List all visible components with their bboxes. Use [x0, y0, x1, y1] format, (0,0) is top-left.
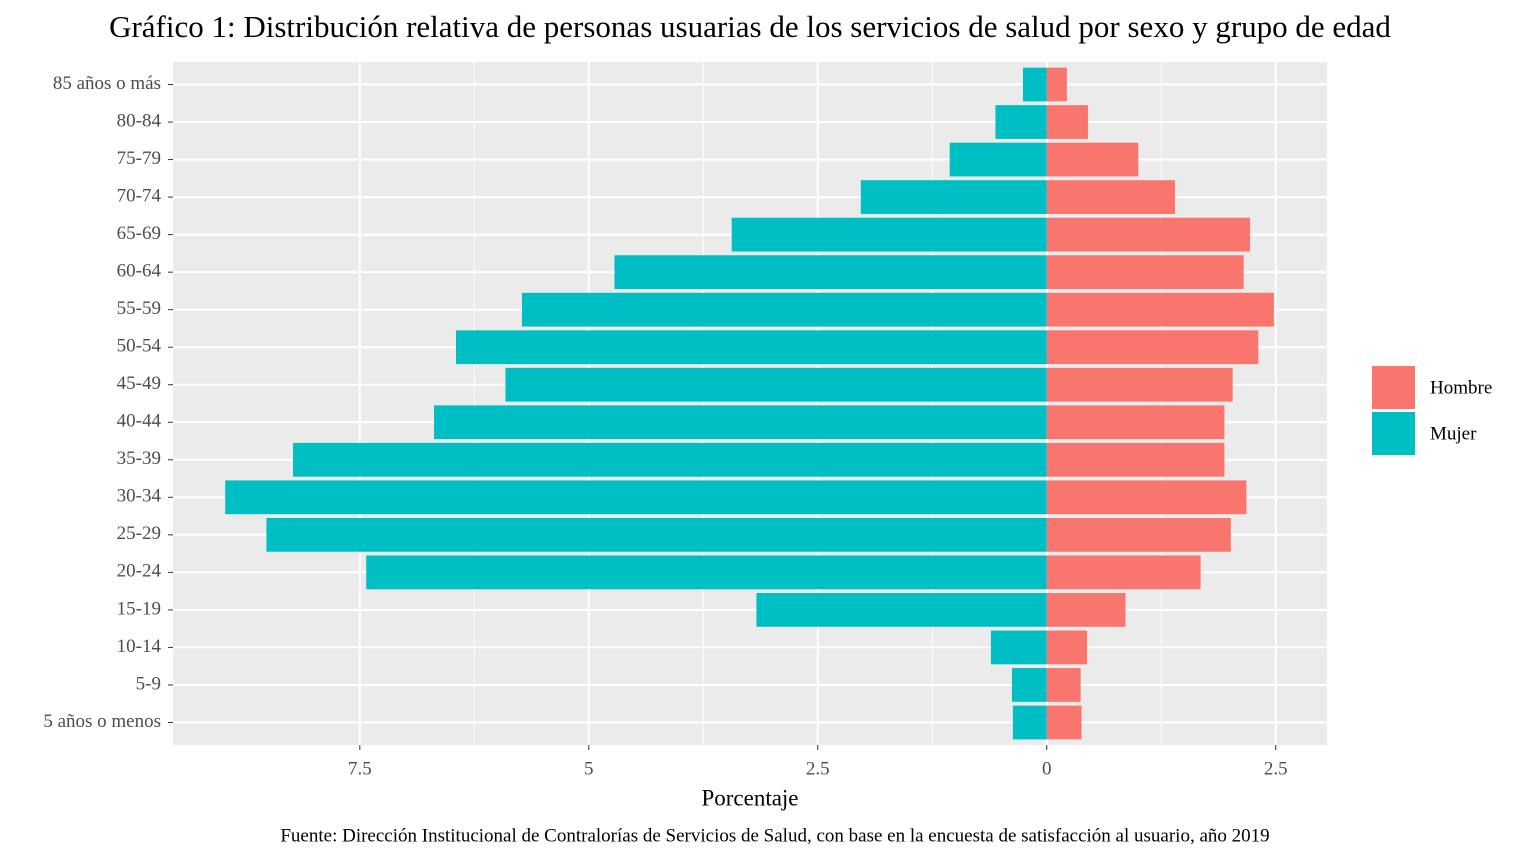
y-tick-label: 75-79 [117, 148, 161, 169]
bar [1022, 67, 1047, 102]
bar [1046, 105, 1088, 139]
legend-key [1372, 366, 1415, 409]
panel [173, 62, 1327, 745]
y-tick-label: 85 años o más [53, 73, 161, 94]
bar [995, 105, 1047, 139]
y-tick-label: 40-44 [117, 411, 162, 432]
y-tick-label: 10-14 [117, 636, 162, 657]
bar [1046, 405, 1225, 440]
bar [456, 330, 1047, 365]
bar [1046, 142, 1139, 177]
bar [225, 480, 1047, 515]
bar [1046, 517, 1231, 552]
bar [1046, 330, 1259, 365]
x-axis-label: Porcentaje [701, 785, 798, 810]
bar [1046, 67, 1067, 102]
legend-label: Mujer [1430, 423, 1477, 444]
bar [756, 593, 1047, 627]
bar [731, 217, 1047, 252]
bar [266, 517, 1047, 552]
y-tick-label: 65-69 [117, 223, 161, 244]
y-tick-label: 5-9 [136, 673, 161, 694]
y-tick-label: 80-84 [117, 110, 162, 131]
bar [1046, 705, 1082, 740]
x-tick-label: 0 [1042, 758, 1052, 779]
bar [292, 442, 1047, 477]
legend-key [1372, 412, 1415, 455]
y-tick-label: 45-49 [117, 373, 161, 394]
bar [614, 255, 1047, 290]
bar [949, 142, 1047, 177]
bar [505, 367, 1047, 402]
bar [1046, 217, 1251, 252]
x-tick-label: 2.5 [1264, 758, 1288, 779]
bar [1046, 367, 1233, 402]
y-tick-label: 25-29 [117, 523, 161, 544]
bar [1012, 705, 1047, 740]
bar [1046, 180, 1175, 214]
bar [990, 630, 1047, 665]
x-tick-label: 2.5 [806, 758, 830, 779]
y-tick-label: 5 años o menos [43, 711, 161, 732]
caption: Fuente: Dirección Institucional de Contr… [280, 825, 1269, 846]
bar [1046, 292, 1274, 327]
bar [1046, 555, 1201, 590]
bar [1046, 668, 1081, 702]
bar [1046, 255, 1244, 290]
y-tick-label: 70-74 [117, 185, 162, 206]
bar [860, 180, 1047, 214]
y-tick-label: 15-19 [117, 598, 161, 619]
chart-title: Gráfico 1: Distribución relativa de pers… [109, 9, 1391, 44]
y-tick-label: 60-64 [117, 261, 162, 282]
y-tick-label: 55-59 [117, 298, 161, 319]
y-tick-label: 50-54 [117, 336, 162, 357]
bar [1046, 630, 1088, 665]
y-tick-label: 30-34 [117, 486, 162, 507]
bar [366, 555, 1047, 590]
y-tick-label: 35-39 [117, 448, 161, 469]
legend-label: Hombre [1430, 377, 1492, 398]
bar [1046, 442, 1225, 477]
bar [1046, 593, 1126, 627]
bar [434, 405, 1047, 440]
x-tick-label: 5 [584, 758, 594, 779]
bar [1011, 668, 1047, 702]
bar [1046, 480, 1247, 515]
x-tick-label: 7.5 [348, 758, 372, 779]
bar [521, 292, 1047, 327]
y-tick-label: 20-24 [117, 561, 162, 582]
